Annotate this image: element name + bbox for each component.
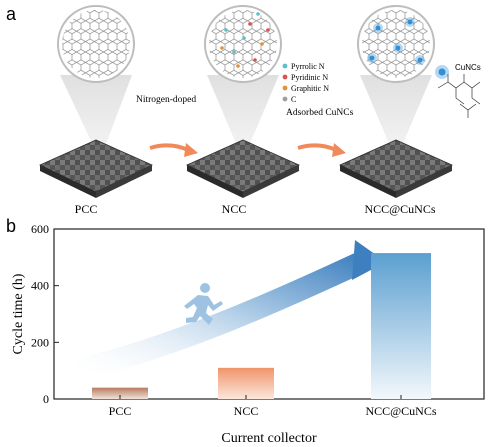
legend-marker <box>282 85 288 91</box>
y-tick-label: 200 <box>31 335 49 349</box>
carbon-cloth-pcc <box>39 139 153 193</box>
arrow-head <box>184 143 198 157</box>
cycle-time-chart: 0 200 400 600 PCC NCC NCC@CuNCs Current collec… <box>11 222 485 446</box>
runner-icon <box>184 283 223 325</box>
legend-label-pyridinic: Pyridinic N <box>291 73 328 82</box>
arrow-label-nitrogen-doped: Nitrogen-doped <box>136 95 196 105</box>
x-axis-title: Current collector <box>221 431 317 446</box>
ligand-structure <box>437 74 481 105</box>
arrow-head <box>332 143 346 157</box>
arrow-shaft <box>149 143 189 152</box>
stage-label-pcc: PCC <box>75 202 98 216</box>
zoom-cone <box>60 75 132 160</box>
y-tick-label: 0 <box>43 392 49 406</box>
cloth-edge <box>40 165 96 198</box>
legend-marker <box>282 63 288 69</box>
bar-ncc <box>218 367 274 399</box>
carbon-cloth-ncc-cuncs <box>339 139 453 193</box>
ligand-structure <box>459 103 477 118</box>
zoom-cone <box>360 75 432 160</box>
arrow-adsorbed-cuncs: Adsorbed CuNCs <box>286 108 354 157</box>
dopant-legend: Pyrrolic N Pyridinic N Graphitic N C <box>282 62 329 104</box>
y-tick-label: 600 <box>31 222 49 236</box>
legend-label-graphitic: Graphitic N <box>291 84 329 93</box>
cloth-edge <box>243 165 299 198</box>
trend-arrow-head <box>352 240 386 280</box>
legend-marker <box>282 96 288 102</box>
legend-label-c: C <box>291 95 296 104</box>
carbon-cloth-ncc <box>186 139 300 193</box>
graphene-lattice <box>62 10 130 78</box>
stage-ncc: NCC <box>186 5 300 216</box>
stage-pcc: PCC <box>39 5 153 216</box>
y-tick-label: 400 <box>31 279 49 293</box>
x-tick-label: NCC <box>234 404 259 418</box>
legend-marker <box>282 74 288 80</box>
panel-b-label: b <box>6 216 16 236</box>
cloth-edge <box>96 165 152 198</box>
cloth-edge <box>340 165 396 198</box>
trend-arrow-shaft <box>75 248 375 381</box>
cunc-particles <box>367 17 425 65</box>
zoom-cone <box>207 75 279 160</box>
cunc-icon <box>438 68 446 76</box>
bar-pcc <box>92 387 148 399</box>
doped-lattice <box>209 10 277 78</box>
cunc-label: CuNCs <box>455 63 481 72</box>
cunc-molecule: CuNCs <box>435 63 481 118</box>
bar-ncc-cuncs <box>371 253 431 399</box>
x-tick-label: PCC <box>109 404 132 418</box>
cloth-edge <box>396 165 452 198</box>
dopant-atoms <box>220 12 270 68</box>
legend-label-pyrrolic: Pyrrolic N <box>291 62 325 71</box>
cloth-edge <box>187 165 243 198</box>
panel-a-label: a <box>6 4 17 24</box>
stage-label-ncc: NCC <box>222 202 247 216</box>
y-axis-title: Cycle time (h) <box>11 273 26 354</box>
arrow-shaft <box>297 143 337 152</box>
arrow-label-adsorbed-cuncs: Adsorbed CuNCs <box>286 108 354 118</box>
x-tick-label: NCC@CuNCs <box>365 404 436 418</box>
stage-label-ncc-cuncs: NCC@CuNCs <box>364 202 435 216</box>
arrow-nitrogen-doped: Nitrogen-doped <box>136 95 198 157</box>
stage-ncc-cuncs: NCC@CuNCs <box>339 5 453 216</box>
